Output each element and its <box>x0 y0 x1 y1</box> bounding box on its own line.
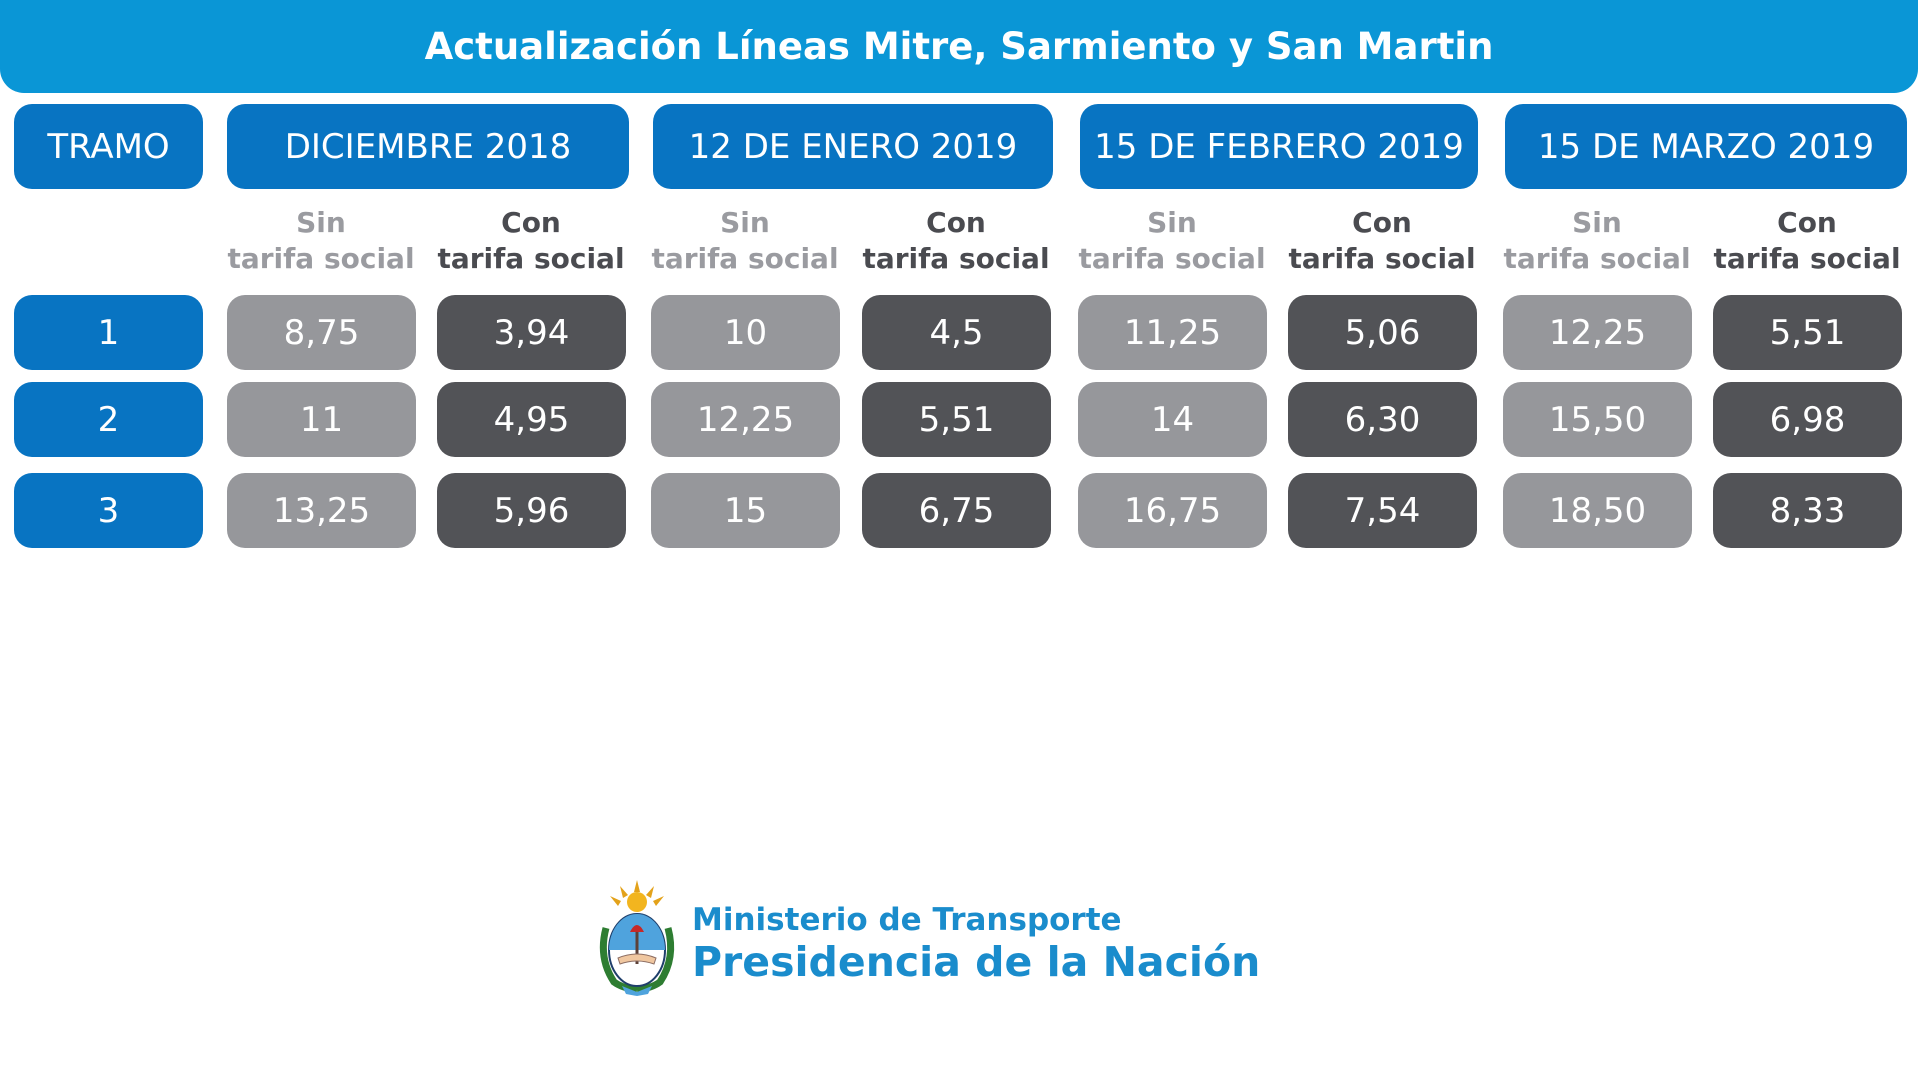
sin-tarifa-value: 18,50 <box>1503 473 1692 548</box>
con-label-line: tarifa social <box>437 242 625 275</box>
con-label-line: Con <box>926 206 986 239</box>
con-tarifa-social-label: Con tarifa social <box>851 205 1061 277</box>
con-label-line: tarifa social <box>1288 242 1476 275</box>
sin-tarifa-value: 11,25 <box>1078 295 1267 370</box>
con-tarifa-value: 7,54 <box>1288 473 1477 548</box>
con-tarifa-value: 6,75 <box>862 473 1051 548</box>
con-tarifa-social-label: Con tarifa social <box>1702 205 1912 277</box>
con-tarifa-value: 5,06 <box>1288 295 1477 370</box>
sin-tarifa-value: 8,75 <box>227 295 416 370</box>
sin-label-line: Sin <box>1572 206 1622 239</box>
tramo-row-label: 1 <box>14 295 203 370</box>
con-tarifa-value: 5,51 <box>862 382 1051 457</box>
sin-tarifa-value: 10 <box>651 295 840 370</box>
con-tarifa-social-label: Con tarifa social <box>1277 205 1487 277</box>
sin-tarifa-social-label: Sin tarifa social <box>640 205 850 277</box>
sin-label-line: Sin <box>296 206 346 239</box>
presidency-name: Presidencia de la Nación <box>692 938 1261 986</box>
con-tarifa-value: 5,51 <box>1713 295 1902 370</box>
con-tarifa-social-label: Con tarifa social <box>426 205 636 277</box>
con-tarifa-value: 4,95 <box>437 382 626 457</box>
sin-tarifa-value: 15 <box>651 473 840 548</box>
sin-tarifa-social-label: Sin tarifa social <box>216 205 426 277</box>
sin-label-line: tarifa social <box>227 242 415 275</box>
ministry-name: Ministerio de Transporte <box>692 902 1122 938</box>
period-header: 12 DE ENERO 2019 <box>653 104 1053 189</box>
con-label-line: tarifa social <box>1713 242 1901 275</box>
argentina-coat-of-arms-icon <box>599 880 675 996</box>
sin-tarifa-value: 15,50 <box>1503 382 1692 457</box>
sin-tarifa-value: 16,75 <box>1078 473 1267 548</box>
sin-tarifa-value: 11 <box>227 382 416 457</box>
tramo-header: TRAMO <box>14 104 203 189</box>
con-label-line: Con <box>501 206 561 239</box>
sin-tarifa-value: 13,25 <box>227 473 416 548</box>
con-label-line: Con <box>1352 206 1412 239</box>
sin-label-line: Sin <box>1147 206 1197 239</box>
period-header: DICIEMBRE 2018 <box>227 104 629 189</box>
sin-tarifa-social-label: Sin tarifa social <box>1067 205 1277 277</box>
sin-label-line: tarifa social <box>651 242 839 275</box>
con-tarifa-value: 8,33 <box>1713 473 1902 548</box>
sin-label-line: Sin <box>720 206 770 239</box>
page-title: Actualización Líneas Mitre, Sarmiento y … <box>0 0 1918 93</box>
con-tarifa-value: 4,5 <box>862 295 1051 370</box>
con-tarifa-value: 3,94 <box>437 295 626 370</box>
period-header: 15 DE MARZO 2019 <box>1505 104 1907 189</box>
footer: Ministerio de Transporte Presidencia de … <box>592 878 1260 998</box>
period-header: 15 DE FEBRERO 2019 <box>1080 104 1478 189</box>
footer-text: Ministerio de Transporte Presidencia de … <box>692 902 1260 986</box>
sin-label-line: tarifa social <box>1078 242 1266 275</box>
con-tarifa-value: 6,98 <box>1713 382 1902 457</box>
con-label-line: tarifa social <box>862 242 1050 275</box>
sin-tarifa-value: 14 <box>1078 382 1267 457</box>
sin-tarifa-value: 12,25 <box>651 382 840 457</box>
tramo-row-label: 2 <box>14 382 203 457</box>
con-tarifa-value: 5,96 <box>437 473 626 548</box>
sin-label-line: tarifa social <box>1503 242 1691 275</box>
con-tarifa-value: 6,30 <box>1288 382 1477 457</box>
con-label-line: Con <box>1777 206 1837 239</box>
sin-tarifa-value: 12,25 <box>1503 295 1692 370</box>
sin-tarifa-social-label: Sin tarifa social <box>1492 205 1702 277</box>
tramo-row-label: 3 <box>14 473 203 548</box>
